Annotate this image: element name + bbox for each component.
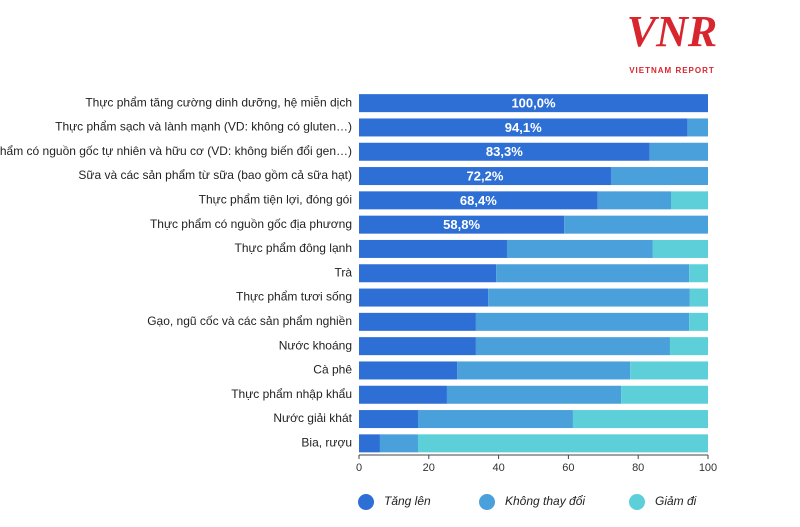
bar-segment [671, 191, 708, 210]
bar-segment [621, 385, 708, 404]
bar-segment [506, 239, 653, 258]
bar-segment [359, 191, 598, 210]
bar-segment [669, 337, 708, 356]
bar-segment [597, 191, 672, 210]
bar-segment [689, 264, 708, 283]
bar-segment [457, 361, 631, 380]
x-tick-label: 20 [423, 462, 435, 474]
category-label: Bia, rượu [301, 436, 352, 450]
category-label: Thực phẩm có nguồn gốc tự nhiên và hữu c… [0, 144, 352, 158]
bar-segment [446, 385, 622, 404]
category-label: Thực phẩm tiện lợi, đóng gói [199, 193, 352, 207]
bar-segment [417, 410, 573, 429]
value-label: 58,8% [443, 217, 480, 232]
category-label: Gạo, ngũ cốc và các sản phẩm nghiền [147, 314, 352, 328]
bar-segment [610, 167, 708, 186]
bar-segment [379, 434, 418, 453]
bar-segment [564, 215, 708, 234]
x-tick-label: 0 [356, 462, 362, 474]
category-label: Sữa và các sản phẩm từ sữa (bao gồm cả s… [78, 168, 352, 182]
category-label: Trà [334, 265, 352, 279]
bar-segment [359, 94, 708, 113]
bar-segment [359, 215, 565, 234]
category-label: Thực phẩm có nguồn gốc địa phương [150, 217, 352, 231]
bar-segment [687, 118, 708, 137]
bar-segment [359, 385, 447, 404]
value-label: 68,4% [460, 193, 497, 208]
logo-name: VNR [627, 7, 717, 56]
bar-segment [417, 434, 708, 453]
category-label: Thực phẩm tươi sống [236, 290, 352, 304]
bar-segment [475, 337, 670, 356]
bar-segment [359, 239, 507, 258]
legend-swatch [629, 494, 645, 510]
bar-segment [359, 142, 650, 161]
bar-segment [359, 434, 380, 453]
category-label: Nước giải khát [273, 411, 352, 425]
legend-swatch [358, 494, 374, 510]
x-tick-label: 60 [562, 462, 574, 474]
bar-segment [475, 312, 690, 331]
bar-segment [689, 312, 708, 331]
bar-segment [359, 410, 418, 429]
bar-segment [359, 312, 476, 331]
category-label: Cà phê [313, 363, 352, 377]
bar-segment [630, 361, 708, 380]
category-label: Thực phẩm nhập khẩu [231, 387, 352, 401]
value-label: 72,2% [467, 168, 504, 183]
legend-label: Không thay đổi [505, 494, 585, 508]
legend-label: Giảm đi [655, 494, 697, 508]
x-tick-label: 100 [699, 462, 717, 474]
bar-segment [359, 118, 688, 137]
category-label: Thực phẩm sạch và lành mạnh (VD: không c… [55, 120, 352, 134]
bar-segment [572, 410, 708, 429]
bar-segment [359, 337, 476, 356]
value-label: 83,3% [486, 144, 523, 159]
legend-swatch [479, 494, 495, 510]
x-tick-label: 80 [632, 462, 644, 474]
bar-segment [652, 239, 708, 258]
bar-segment [359, 264, 497, 283]
bar-segment [359, 167, 611, 186]
logo-subtitle: VIETNAM REPORT [629, 66, 715, 75]
category-label: Nước khoáng [279, 338, 352, 352]
bar-segment [359, 288, 489, 307]
x-tick-label: 40 [492, 462, 504, 474]
bar-segment [649, 142, 708, 161]
bar-segment [689, 288, 708, 307]
bar-segment [488, 288, 690, 307]
value-label: 100,0% [511, 96, 556, 111]
category-label: Thực phẩm đông lạnh [235, 241, 352, 255]
value-label: 94,1% [505, 120, 542, 135]
bar-segment [359, 361, 458, 380]
category-label: Thực phẩm tăng cường dinh dưỡng, hệ miễn… [85, 94, 352, 109]
legend-label: Tăng lên [384, 494, 431, 508]
bar-segment [496, 264, 690, 283]
